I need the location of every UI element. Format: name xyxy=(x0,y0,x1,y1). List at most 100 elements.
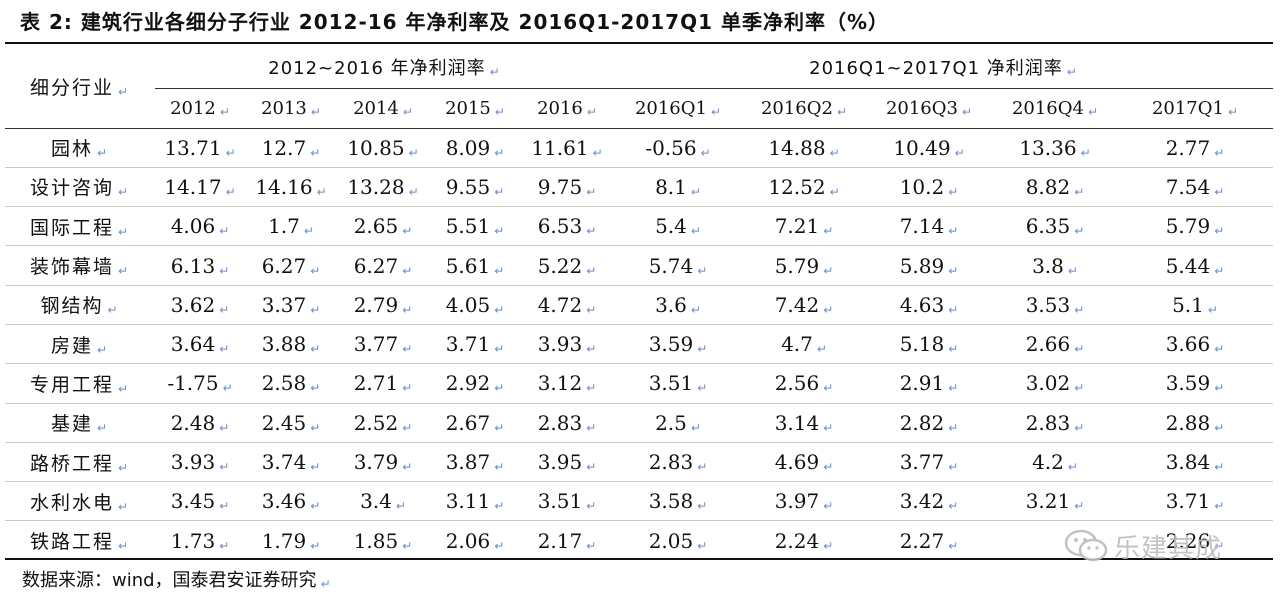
return-mark-icon: ↵ xyxy=(586,263,597,278)
value-cell: 14.17 ↵ xyxy=(155,167,245,208)
cell-value: 11.61 xyxy=(531,135,589,160)
value-cell: 3.53 ↵ xyxy=(993,285,1117,325)
value-cell: 8.1 ↵ xyxy=(613,167,743,208)
value-cell: 2.71 ↵ xyxy=(337,363,429,404)
table-body: 园林 ↵ 13.71 ↵ 12.7 ↵ 10.85 ↵ 8.09 ↵ 11.61 ↵ -0.56 ↵ 14.… xyxy=(5,128,1273,560)
value-cell: 4.7 ↵ xyxy=(743,324,865,365)
value-cell: 3.93 ↵ xyxy=(521,324,613,365)
cell-value: 2.67 xyxy=(445,410,491,435)
column-header: 2014 ↵ xyxy=(337,88,429,129)
return-mark-icon: ↵ xyxy=(697,499,708,514)
return-mark-icon: ↵ xyxy=(690,184,701,199)
value-cell: 3.71 ↵ xyxy=(429,324,521,365)
return-mark-icon: ↵ xyxy=(948,538,959,553)
cell-value: 3.14 xyxy=(774,410,820,435)
cell-value: 12.7 xyxy=(261,135,307,160)
cell-value: 2.83 xyxy=(537,410,583,435)
watermark-text: 乐建其成 xyxy=(1114,533,1223,564)
return-mark-icon: ↵ xyxy=(219,224,230,239)
return-mark-icon: ↵ xyxy=(320,577,331,591)
cell-value: 2.88 xyxy=(1165,410,1211,435)
return-mark-icon: ↵ xyxy=(96,342,110,357)
cell-value: 2.56 xyxy=(774,371,820,396)
return-mark-icon: ↵ xyxy=(1214,420,1225,435)
value-cell: 5.89 ↵ xyxy=(865,245,993,286)
value-cell: 3.42 ↵ xyxy=(865,481,993,522)
group-annual-label: 2012~2016 年净利润率 xyxy=(268,57,486,79)
value-cell: 14.16 ↵ xyxy=(245,167,337,208)
value-cell: 2.5 ↵ xyxy=(613,403,743,443)
value-cell: 6.35 ↵ xyxy=(993,206,1117,247)
return-mark-icon: ↵ xyxy=(697,263,708,278)
cell-value: 3.4 xyxy=(360,489,392,514)
cell-value: 9.55 xyxy=(445,174,491,199)
cell-value: 7.14 xyxy=(899,214,945,239)
cell-value: 2.83 xyxy=(1025,410,1071,435)
value-cell: 3.95 ↵ xyxy=(521,442,613,483)
table-row: 基建 ↵ 2.48 ↵ 2.45 ↵ 2.52 ↵ 2.67 ↵ 2.83 ↵ 2.5 ↵ 3.14 ↵ 2.8… xyxy=(5,403,1273,443)
column-header-label: 2016 xyxy=(537,97,583,119)
value-cell: 12.7 ↵ xyxy=(245,128,337,168)
return-mark-icon: ↵ xyxy=(1074,342,1085,357)
return-mark-icon: ↵ xyxy=(219,302,230,317)
value-cell: 5.44 ↵ xyxy=(1117,245,1273,286)
value-cell: 3.8 ↵ xyxy=(993,245,1117,286)
return-mark-icon: ↵ xyxy=(310,104,321,119)
cell-value: 2.79 xyxy=(353,292,399,317)
table-row: 水利水电 ↵ 3.45 ↵ 3.46 ↵ 3.4 ↵ 3.11 ↵ 3.51 ↵ 3.58 ↵ 3.97 ↵ 3… xyxy=(5,481,1273,522)
return-mark-icon: ↵ xyxy=(823,302,834,317)
return-mark-icon: ↵ xyxy=(1074,302,1085,317)
return-mark-icon: ↵ xyxy=(1074,499,1085,514)
value-cell: 3.87 ↵ xyxy=(429,442,521,483)
return-mark-icon: ↵ xyxy=(1067,460,1078,475)
return-mark-icon: ↵ xyxy=(310,381,321,396)
value-cell: 3.88 ↵ xyxy=(245,324,337,365)
cell-value: 3.64 xyxy=(170,332,216,357)
industry-cell: 路桥工程 ↵ xyxy=(5,442,155,483)
industry-name: 房建 xyxy=(50,334,93,357)
cell-value: -0.56 xyxy=(645,135,697,160)
return-mark-icon: ↵ xyxy=(586,420,597,435)
return-mark-icon: ↵ xyxy=(494,460,505,475)
return-mark-icon: ↵ xyxy=(586,538,597,553)
return-mark-icon: ↵ xyxy=(948,499,959,514)
cell-value: 3.84 xyxy=(1165,450,1211,475)
cell-value: 14.88 xyxy=(768,135,826,160)
return-mark-icon: ↵ xyxy=(117,185,131,200)
cell-value: 1.7 xyxy=(268,214,300,239)
cell-value: 14.16 xyxy=(255,174,313,199)
value-cell: 11.61 ↵ xyxy=(521,128,613,168)
return-mark-icon: ↵ xyxy=(823,420,834,435)
value-cell: 3.11 ↵ xyxy=(429,481,521,522)
value-cell: 2.26 ↵ xyxy=(1117,521,1273,560)
column-header: 2015 ↵ xyxy=(429,88,521,129)
group-header-row: 细分行业 ↵ 2012~2016 年净利润率 ↵ 2016Q1~2017Q1 净利润… xyxy=(5,46,1273,129)
table-row: 国际工程 ↵ 4.06 ↵ 1.7 ↵ 2.65 ↵ 5.51 ↵ 6.53 ↵ 5.4 ↵ 7.21 ↵ 7.… xyxy=(5,206,1273,247)
cell-value: 6.13 xyxy=(170,253,216,278)
return-mark-icon: ↵ xyxy=(494,184,505,199)
value-cell: 4.63 ↵ xyxy=(865,285,993,325)
cell-value: 2.77 xyxy=(1165,135,1211,160)
value-cell: 2.56 ↵ xyxy=(743,363,865,404)
cell-value: 3.42 xyxy=(899,489,945,514)
return-mark-icon: ↵ xyxy=(710,104,722,119)
cell-value: 2.17 xyxy=(537,528,583,553)
return-mark-icon: ↵ xyxy=(219,538,230,553)
return-mark-icon: ↵ xyxy=(310,538,321,553)
cell-value: 2.58 xyxy=(261,371,307,396)
return-mark-icon: ↵ xyxy=(494,420,505,435)
cell-value: 3.37 xyxy=(261,292,307,317)
return-mark-icon: ↵ xyxy=(117,499,131,514)
return-mark-icon: ↵ xyxy=(1074,224,1085,239)
return-mark-icon: ↵ xyxy=(948,460,959,475)
return-mark-icon: ↵ xyxy=(489,64,500,79)
return-mark-icon: ↵ xyxy=(494,145,505,160)
return-mark-icon: ↵ xyxy=(697,460,708,475)
cell-value: 3.21 xyxy=(1025,489,1071,514)
industry-cell: 园林 ↵ xyxy=(5,128,155,168)
return-mark-icon: ↵ xyxy=(948,342,959,357)
cell-value: 5.44 xyxy=(1165,253,1211,278)
column-header-label: 2014 xyxy=(353,97,399,119)
return-mark-icon: ↵ xyxy=(592,145,603,160)
return-mark-icon: ↵ xyxy=(586,302,597,317)
